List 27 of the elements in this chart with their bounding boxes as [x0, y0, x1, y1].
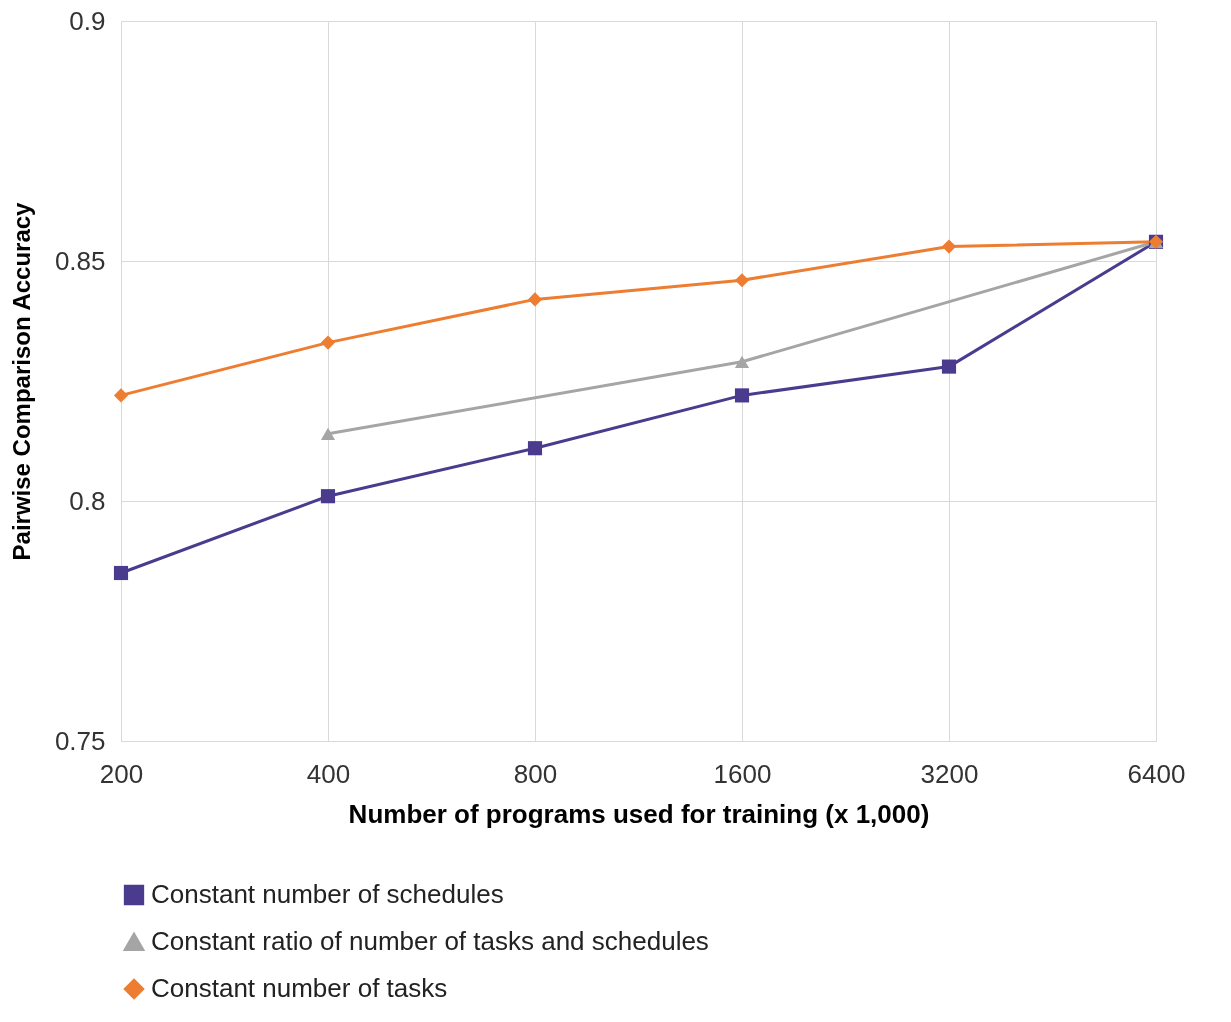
point: [734, 388, 750, 403]
x-axis-title: Number of programs used for training (x 1,000): [348, 798, 930, 829]
legend-label: Constant number of tasks: [151, 973, 448, 1003]
point: [320, 489, 336, 504]
x-tick-label: 1600: [713, 758, 772, 789]
point: [113, 388, 129, 403]
x-tick-label: 6400: [1127, 758, 1186, 789]
point: [320, 335, 336, 350]
point: [320, 427, 336, 440]
point: [941, 359, 957, 374]
x-tick-label: 400: [306, 758, 351, 789]
point: [734, 355, 750, 368]
legend-label: Constant ratio of number of tasks and schedules: [151, 926, 709, 956]
legend-label: Constant number of schedules: [151, 879, 504, 909]
y-tick-label: 0.75: [54, 725, 106, 756]
point: [527, 441, 543, 456]
x-tick-label: 200: [99, 758, 144, 789]
point: [734, 273, 750, 288]
y-tick-label: 0.8: [69, 485, 106, 516]
y-tick-label: 0.85: [54, 245, 106, 276]
x-tick-label: 800: [513, 758, 558, 789]
y-tick-label: 0.9: [69, 5, 106, 36]
point: [113, 565, 129, 581]
x-tick-label: 3200: [920, 758, 979, 789]
y-axis-title: Pairwise Comparison Accuracy: [7, 201, 35, 561]
point: [527, 292, 543, 307]
point: [941, 239, 957, 254]
